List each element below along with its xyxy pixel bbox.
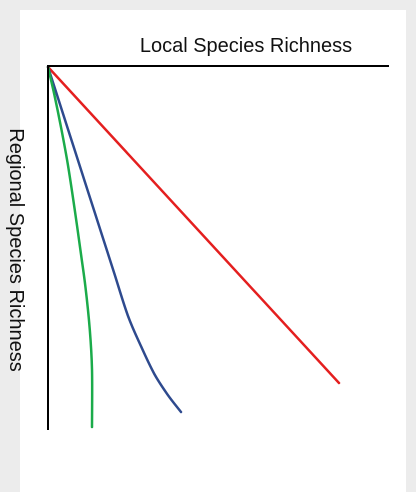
red-line [46, 65, 341, 385]
blue-curve [46, 65, 183, 414]
figure-panel [20, 10, 406, 492]
chart-curves [46, 65, 341, 429]
x-axis-label: Local Species Richness [140, 35, 352, 57]
green-curve [46, 65, 94, 429]
y-axis-label: Regional Species Richness [5, 128, 27, 371]
